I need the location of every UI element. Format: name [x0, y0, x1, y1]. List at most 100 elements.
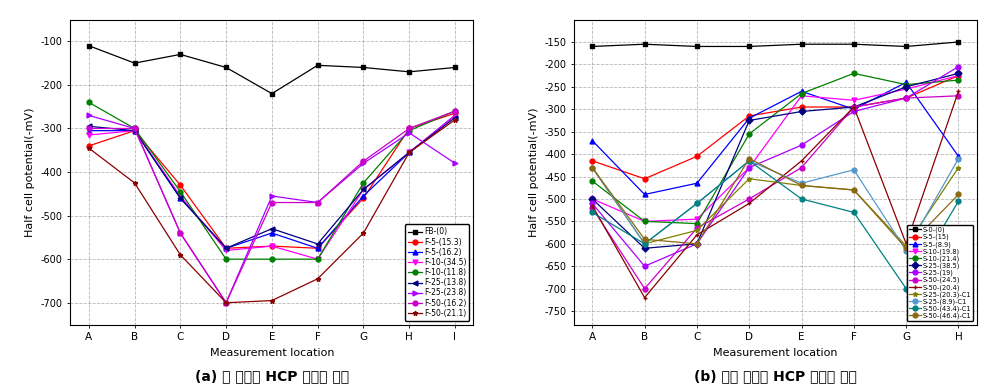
S-10-(19.8) [638, 219, 651, 224]
F-50-(16.2) [174, 231, 186, 235]
F-10-(11.8) [83, 100, 95, 105]
Legend: S-0-(0), S-5-(15), S-5-(8.9), S-10-(19.8), S-10-(21.4), S-25-(38.5), S-25-(19), : S-0-(0), S-5-(15), S-5-(8.9), S-10-(19.8… [907, 225, 974, 321]
S-25-(19) [953, 64, 965, 69]
F-25-(13.8) [129, 128, 141, 133]
FB-(0) [129, 61, 141, 65]
S-25-(8.9)-C1 [848, 167, 860, 172]
S-5-(15) [796, 105, 808, 109]
Line: F-25-(23.8): F-25-(23.8) [87, 113, 457, 305]
F-25-(23.8) [266, 194, 278, 198]
F-5-(16.2) [83, 128, 95, 133]
F-5-(15.3) [83, 143, 95, 148]
S-5-(15) [953, 73, 965, 78]
F-5-(15.3) [129, 128, 141, 133]
Line: F-10-(11.8): F-10-(11.8) [87, 100, 457, 262]
S-0-(0) [953, 39, 965, 44]
F-10-(11.8) [449, 109, 461, 113]
S-50-(46.4)-C1 [796, 183, 808, 188]
S-25-(20.3)-C1 [796, 183, 808, 188]
Line: S-25-(20.3)-C1: S-25-(20.3)-C1 [590, 165, 961, 248]
S-25-(19) [691, 242, 703, 246]
S-25-(38.5) [586, 197, 598, 201]
F-25-(13.8) [357, 187, 370, 192]
S-5-(8.9) [900, 80, 912, 85]
FB-(0) [357, 65, 370, 70]
F-50-(21.1) [449, 117, 461, 122]
S-50-(20.4) [848, 105, 860, 109]
FB-(0) [449, 65, 461, 70]
S-50-(20.4) [691, 233, 703, 237]
F-10-(34.5) [357, 187, 370, 192]
S-50-(46.4)-C1 [691, 242, 703, 246]
S-50-(24.5) [691, 226, 703, 230]
F-10-(11.8) [129, 126, 141, 131]
S-25-(38.5) [691, 242, 703, 246]
S-50-(20.4) [586, 203, 598, 208]
S-25-(38.5) [638, 246, 651, 251]
F-5-(16.2) [403, 150, 415, 155]
F-25-(13.8) [449, 115, 461, 120]
S-50-(24.5) [638, 286, 651, 291]
S-5-(8.9) [691, 181, 703, 186]
S-25-(38.5) [848, 105, 860, 109]
Line: F-50-(16.2): F-50-(16.2) [87, 109, 457, 305]
S-0-(0) [900, 44, 912, 49]
S-25-(20.3)-C1 [586, 165, 598, 170]
Line: S-25-(19): S-25-(19) [590, 64, 961, 269]
S-50-(46.4)-C1 [900, 246, 912, 251]
S-5-(15) [638, 176, 651, 181]
Line: S-25-(38.5): S-25-(38.5) [590, 71, 961, 251]
S-50-(43.4)-C1 [638, 242, 651, 246]
F-50-(16.2) [311, 200, 323, 205]
S-25-(8.9)-C1 [900, 248, 912, 253]
Line: F-10-(34.5): F-10-(34.5) [87, 113, 457, 262]
F-10-(11.8) [357, 181, 370, 185]
S-10-(21.4) [953, 78, 965, 83]
S-25-(8.9)-C1 [953, 156, 965, 161]
F-25-(23.8) [83, 113, 95, 118]
S-50-(20.4) [953, 89, 965, 94]
S-50-(43.4)-C1 [953, 199, 965, 204]
S-5-(15) [691, 154, 703, 159]
F-50-(16.2) [357, 159, 370, 163]
Line: S-50-(20.4): S-50-(20.4) [590, 89, 961, 300]
S-0-(0) [848, 42, 860, 47]
S-10-(19.8) [900, 87, 912, 91]
S-50-(43.4)-C1 [586, 210, 598, 215]
F-10-(11.8) [311, 257, 323, 262]
S-50-(43.4)-C1 [848, 210, 860, 215]
S-25-(38.5) [796, 109, 808, 114]
S-50-(24.5) [743, 197, 755, 201]
F-5-(15.3) [174, 183, 186, 187]
S-10-(21.4) [848, 71, 860, 76]
S-5-(8.9) [796, 89, 808, 94]
F-50-(21.1) [83, 146, 95, 151]
Line: S-5-(8.9): S-5-(8.9) [590, 80, 961, 197]
S-10-(19.8) [691, 217, 703, 221]
S-50-(20.4) [743, 201, 755, 206]
FB-(0) [83, 43, 95, 48]
F-50-(21.1) [129, 181, 141, 185]
F-10-(11.8) [403, 128, 415, 133]
Line: S-50-(43.4)-C1: S-50-(43.4)-C1 [590, 158, 961, 291]
S-10-(19.8) [743, 165, 755, 170]
S-50-(46.4)-C1 [953, 192, 965, 197]
S-50-(24.5) [900, 96, 912, 100]
F-5-(15.3) [403, 126, 415, 131]
S-50-(24.5) [796, 165, 808, 170]
S-25-(20.3)-C1 [848, 188, 860, 192]
S-25-(38.5) [900, 84, 912, 89]
S-5-(8.9) [953, 154, 965, 159]
S-50-(46.4)-C1 [743, 156, 755, 161]
F-50-(21.1) [311, 276, 323, 281]
F-50-(21.1) [266, 298, 278, 303]
F-5-(16.2) [221, 246, 233, 251]
Line: F-5-(16.2): F-5-(16.2) [87, 113, 457, 251]
F-25-(13.8) [311, 242, 323, 246]
F-25-(13.8) [83, 124, 95, 129]
S-25-(8.9)-C1 [796, 181, 808, 186]
F-10-(34.5) [83, 133, 95, 137]
F-5-(16.2) [311, 246, 323, 251]
F-25-(13.8) [403, 150, 415, 155]
F-25-(13.8) [266, 226, 278, 231]
